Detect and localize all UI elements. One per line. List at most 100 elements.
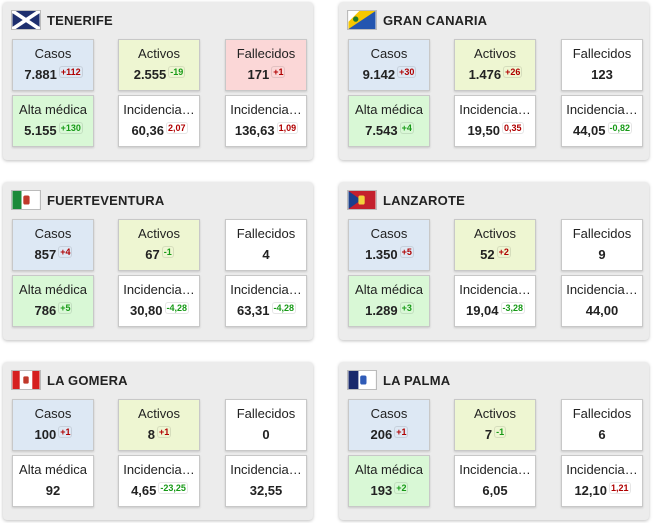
incidencia-value: 60,36 <box>131 123 164 138</box>
incidencia-label: Incidencia… <box>123 282 195 297</box>
alta-tile: Alta médica 5.155 +130 <box>12 95 94 147</box>
alta-delta: +130 <box>60 123 81 133</box>
fallecidos-label: Fallecidos <box>236 226 296 241</box>
fallecidos-tile: Fallecidos 171 +1 <box>225 39 307 91</box>
activos-tile: Activos 1.476 +26 <box>454 39 536 91</box>
incidencia-7-tile: Incidencia… 60,36 2,07 <box>118 95 200 147</box>
casos-delta: +4 <box>60 247 71 257</box>
incidencia-14-tile: Incidencia… 32,55 <box>225 455 307 507</box>
activos-label: Activos <box>474 406 516 421</box>
incidencia-delta: -23,25 <box>160 483 186 493</box>
incidencia-delta: 1,21 <box>611 483 629 493</box>
incidencia-14-tile: Incidencia… 63,31 -4,28 <box>225 275 307 327</box>
fallecidos-delta: +1 <box>273 67 284 77</box>
casos-label: Casos <box>370 406 408 421</box>
incidencia-value: 32,55 <box>249 483 283 498</box>
incidencia-label: Incidencia… <box>566 102 638 117</box>
activos-value: 2.555 <box>133 67 167 82</box>
activos-value: 7 <box>484 427 493 442</box>
alta-delta: +2 <box>396 483 407 493</box>
activos-delta: +2 <box>498 247 509 257</box>
activos-value: 1.476 <box>468 67 502 82</box>
incidencia-7-tile: Incidencia… 19,50 0,35 <box>454 95 536 147</box>
incidencia-delta: 2,07 <box>168 123 186 133</box>
alta-label: Alta médica <box>355 102 423 117</box>
activos-tile: Activos 2.555 -19 <box>118 39 200 91</box>
alta-tile: Alta médica 193 +2 <box>348 455 430 507</box>
incidencia-7-tile: Incidencia… 19,04 -3,28 <box>454 275 536 327</box>
la-palma-flag-icon <box>347 370 377 390</box>
island-name: LA PALMA <box>383 372 451 388</box>
fallecidos-tile: Fallecidos 9 <box>561 219 643 271</box>
incidencia-delta: -0,82 <box>609 123 631 133</box>
island-name: TENERIFE <box>47 12 113 28</box>
incidencia-delta: 1,09 <box>278 123 297 133</box>
activos-label: Activos <box>138 46 180 61</box>
incidencia-7-tile: Incidencia… 6,05 <box>454 455 536 507</box>
island-card-la-gomera: LA GOMERA Casos 100 +1 Activos 8 +1 Fallec… <box>3 362 313 520</box>
fallecidos-value: 123 <box>591 67 613 82</box>
activos-value: 67 <box>145 247 160 262</box>
incidencia-14-tile: Incidencia… 12,10 1,21 <box>561 455 643 507</box>
incidencia-value: 12,10 <box>574 483 607 498</box>
activos-tile: Activos 7 -1 <box>454 399 536 451</box>
incidencia-value: 30,80 <box>129 303 163 318</box>
fallecidos-label: Fallecidos <box>572 46 632 61</box>
incidencia-delta: -4,28 <box>273 303 295 313</box>
incidencia-label: Incidencia… <box>566 462 638 477</box>
island-header: LA PALMA <box>347 370 450 390</box>
fallecidos-tile: Fallecidos 123 <box>561 39 643 91</box>
incidencia-label: Incidencia… <box>123 102 195 117</box>
incidencia-value: 6,05 <box>482 483 508 498</box>
incidencia-value: 19,50 <box>467 123 500 138</box>
island-card-gran-canaria: GRAN CANARIA Casos 9.142 +30 Activos 1.47… <box>339 2 649 160</box>
fallecidos-tile: Fallecidos 4 <box>225 219 307 271</box>
activos-tile: Activos 67 -1 <box>118 219 200 271</box>
casos-tile: Casos 7.881 +112 <box>12 39 94 91</box>
casos-delta: +30 <box>399 67 415 77</box>
incidencia-label: Incidencia… <box>566 282 638 297</box>
alta-value: 786 <box>34 303 57 318</box>
island-header: FUERTEVENTURA <box>11 190 164 210</box>
alta-value: 7.543 <box>365 123 398 138</box>
fallecidos-tile: Fallecidos 0 <box>225 399 307 451</box>
fallecidos-label: Fallecidos <box>236 46 296 61</box>
incidencia-value: 44,00 <box>585 303 619 318</box>
casos-label: Casos <box>370 46 408 61</box>
incidencia-label: Incidencia… <box>459 102 531 117</box>
incidencia-delta: 0,35 <box>504 123 522 133</box>
fallecidos-value: 0 <box>262 427 270 442</box>
incidencia-14-tile: Incidencia… 136,63 1,09 <box>225 95 307 147</box>
island-card-tenerife: TENERIFE Casos 7.881 +112 Activos 2.555 -1… <box>3 2 313 160</box>
activos-label: Activos <box>138 406 180 421</box>
incidencia-14-tile: Incidencia… 44,05 -0,82 <box>561 95 643 147</box>
casos-delta: +112 <box>60 67 81 77</box>
incidencia-14-tile: Incidencia… 44,00 <box>561 275 643 327</box>
fallecidos-value: 9 <box>598 247 606 262</box>
incidencia-7-tile: Incidencia… 30,80 -4,28 <box>118 275 200 327</box>
incidencia-label: Incidencia… <box>123 462 195 477</box>
fallecidos-value: 4 <box>262 247 270 262</box>
casos-value: 9.142 <box>362 67 396 82</box>
la-gomera-flag-icon <box>11 370 41 390</box>
casos-tile: Casos 857 +4 <box>12 219 94 271</box>
alta-tile: Alta médica 786 +5 <box>12 275 94 327</box>
island-header: TENERIFE <box>11 10 113 30</box>
incidencia-delta: -4,28 <box>166 303 188 313</box>
activos-label: Activos <box>474 46 516 61</box>
casos-value: 206 <box>370 427 393 442</box>
alta-tile: Alta médica 92 <box>12 455 94 507</box>
alta-value: 5.155 <box>24 123 57 138</box>
casos-tile: Casos 1.350 +5 <box>348 219 430 271</box>
alta-label: Alta médica <box>19 282 87 297</box>
activos-delta: +26 <box>505 67 521 77</box>
activos-label: Activos <box>138 226 180 241</box>
casos-tile: Casos 100 +1 <box>12 399 94 451</box>
alta-label: Alta médica <box>355 462 423 477</box>
incidencia-label: Incidencia… <box>230 462 302 477</box>
alta-tile: Alta médica 1.289 +3 <box>348 275 430 327</box>
tenerife-flag-icon <box>11 10 41 30</box>
activos-value: 8 <box>147 427 155 442</box>
casos-value: 7.881 <box>24 67 57 82</box>
fuerteventura-flag-icon <box>11 190 41 210</box>
